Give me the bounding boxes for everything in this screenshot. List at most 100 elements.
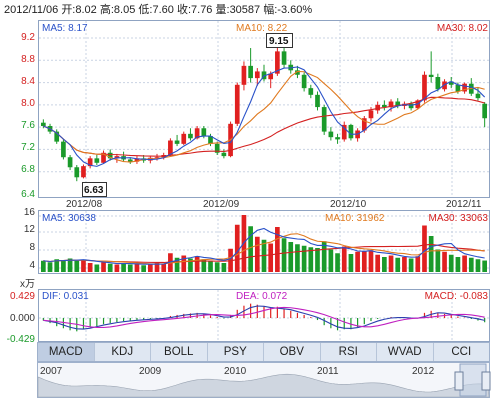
close-value: 7.76 xyxy=(191,4,213,16)
candle-body xyxy=(101,152,106,163)
candle-body xyxy=(281,51,287,65)
volume-bar xyxy=(268,243,274,272)
price-ma10-label: MA10: 8.22 xyxy=(236,23,288,34)
volume-bar xyxy=(301,245,307,272)
volume-bar xyxy=(355,251,360,272)
tab-cci[interactable]: CCI xyxy=(451,346,472,358)
vol-ma5-label: MA5: 30638 xyxy=(42,213,96,224)
timeline-year: 2011 xyxy=(317,366,339,377)
candle-body xyxy=(275,51,280,74)
volume-bar xyxy=(54,259,60,272)
change-label: 幅: xyxy=(263,4,278,16)
candle-body xyxy=(74,167,80,178)
price-y-tick: 6.8 xyxy=(21,164,35,175)
candle-body xyxy=(408,103,414,109)
dea-line xyxy=(43,306,485,329)
volume-bar xyxy=(208,260,213,272)
tab-wvad[interactable]: WVAD xyxy=(377,343,434,361)
volume-bar xyxy=(221,263,227,272)
volume-bar xyxy=(328,249,334,272)
volume-bar xyxy=(321,241,327,272)
candle-body xyxy=(94,158,100,163)
timeline-overview-line xyxy=(37,373,490,398)
low-marker: 6.63 xyxy=(82,182,107,197)
volume-bar xyxy=(482,260,487,272)
candle-body xyxy=(388,101,394,108)
indicator-tabs: MACD KDJ BOLL PSY OBV RSI WVAD CCI xyxy=(37,342,490,362)
candle-body xyxy=(134,158,140,162)
candle-body xyxy=(482,103,487,119)
candle-body xyxy=(154,157,160,159)
dif-line xyxy=(43,305,485,330)
candle-body xyxy=(375,104,381,111)
ma5-line xyxy=(43,66,486,167)
ma30-line xyxy=(43,96,485,157)
candle-body xyxy=(221,152,227,157)
candle-body xyxy=(254,71,260,79)
high-label: 高: xyxy=(99,4,114,16)
volume-bar xyxy=(368,250,374,272)
timeline-left-handle[interactable] xyxy=(454,371,464,391)
volume-bar xyxy=(154,263,160,272)
volume-bar xyxy=(455,257,461,272)
candle-body xyxy=(234,84,240,124)
ma10-line xyxy=(43,70,485,163)
macd-panel-frame xyxy=(38,289,490,342)
volume-bar xyxy=(348,254,354,272)
volume-bar xyxy=(61,260,66,272)
candle-body xyxy=(455,84,461,92)
candle-body xyxy=(168,140,173,155)
price-y-axis: 9.2 8.8 8.4 8.0 7.6 7.2 6.8 6.4 xyxy=(21,32,35,200)
macd-histogram xyxy=(42,303,486,332)
volume-bar xyxy=(382,257,387,272)
volume-bar xyxy=(288,242,294,272)
candle-body xyxy=(181,133,187,144)
volume-bar xyxy=(402,257,407,272)
volume-bar xyxy=(147,264,153,272)
volume-bar xyxy=(475,259,481,272)
candle-body xyxy=(87,158,93,167)
volume-bar xyxy=(174,257,180,272)
volume-bar xyxy=(107,263,113,272)
timeline-right-handle[interactable] xyxy=(481,371,491,391)
volume-bar xyxy=(134,263,140,272)
volume-label: 量: xyxy=(215,4,230,16)
candle-body xyxy=(448,81,454,85)
tab-psy[interactable]: PSY xyxy=(208,343,264,361)
candle-body xyxy=(368,110,374,119)
high-value: 8.05 xyxy=(113,4,136,16)
candle-body xyxy=(295,70,300,75)
price-y-tick: 9.2 xyxy=(21,32,35,43)
tab-macd[interactable]: MACD xyxy=(38,343,95,361)
volume-bar xyxy=(114,264,120,272)
close-label: 收: xyxy=(176,4,192,16)
x-label-sep: 2012/09 xyxy=(203,199,240,210)
tab-kdj[interactable]: KDJ xyxy=(95,343,151,361)
volume-bar xyxy=(448,254,454,272)
volume-bar xyxy=(214,262,220,272)
volume-y-axis: 16 12 8 4 xyxy=(24,207,36,271)
tab-boll[interactable]: BOLL xyxy=(151,343,208,361)
volume-bar xyxy=(101,262,106,272)
candle-body xyxy=(428,74,434,77)
volume-bar xyxy=(375,254,381,272)
vol-unit-label: x万 xyxy=(20,279,35,290)
volume-bar xyxy=(141,265,146,272)
candle-body xyxy=(81,166,86,178)
price-y-tick: 6.4 xyxy=(21,189,35,200)
low-label: 低: xyxy=(138,4,153,16)
price-ma5-label: MA5: 8.17 xyxy=(42,23,88,34)
volume-bar xyxy=(308,247,314,272)
price-ma30-label: MA30: 8.02 xyxy=(437,23,489,34)
volume-bar xyxy=(201,259,207,272)
timeline-year: 2009 xyxy=(139,366,162,377)
candle-body xyxy=(442,81,447,90)
price-y-tick: 8.4 xyxy=(21,76,35,87)
tab-obv[interactable]: OBV xyxy=(264,343,321,361)
volume-bar xyxy=(87,263,93,272)
tab-rsi[interactable]: RSI xyxy=(321,343,377,361)
volume-bar xyxy=(281,238,287,272)
candle-body xyxy=(127,159,133,162)
price-y-tick: 7.6 xyxy=(21,120,35,131)
volume-bar xyxy=(188,258,193,272)
